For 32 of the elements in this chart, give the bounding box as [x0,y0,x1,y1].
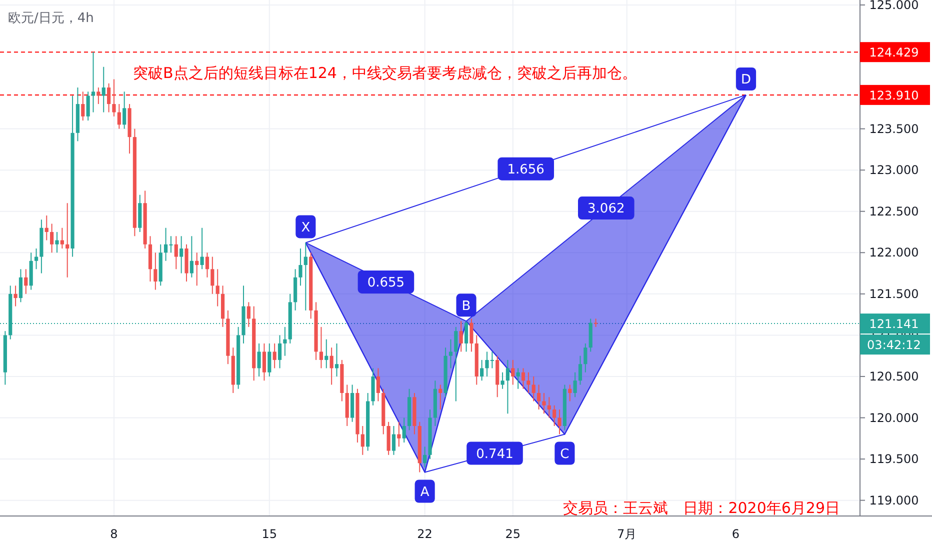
y-tick-label: 120.000 [869,410,919,425]
annotation: D [741,72,752,88]
annotation: C [560,446,570,462]
y-tick-label: 122.000 [869,246,919,260]
y-tick-label: 119.500 [869,452,919,466]
x-tick-label: 8 [110,527,118,541]
annotation: 0.741 [476,446,514,462]
x-tick-label: 15 [262,527,278,541]
annotation: B [462,298,471,314]
y-tick-label: 119.000 [869,493,919,508]
y-tick-label: 123.500 [869,122,919,136]
annotation: 0.655 [367,276,405,291]
y-tick-label: 122.500 [869,204,919,218]
y-tick-label: 120.500 [869,369,919,384]
x-tick-label: 7月 [617,527,637,541]
x-tick-label: 6 [732,527,740,541]
annotation: 交易员：王云斌 日期：2020年6月29日 [563,499,840,517]
y-tick-label: 121.500 [869,286,919,301]
ref-line-label: 121.141 [869,317,919,332]
ref-line-label: 124.429 [869,46,919,60]
y-tick-label: 123.000 [869,163,919,178]
annotation: 3.062 [588,202,625,217]
annotation: X [301,220,310,236]
x-tick-label: 25 [505,527,521,541]
annotation: 1.656 [507,162,544,178]
annotation: 突破B点之后的短线目标在124，中线交易者要考虑减仓，突破之后再加仓。 [133,64,637,82]
annotation: A [420,484,430,500]
text: 03:42:12 [867,338,921,352]
y-tick-label: 125.000 [869,0,919,12]
x-tick-label: 22 [417,527,432,541]
text: 欧元/日元，4h [8,11,94,26]
ref-line-label: 123.910 [869,88,919,102]
